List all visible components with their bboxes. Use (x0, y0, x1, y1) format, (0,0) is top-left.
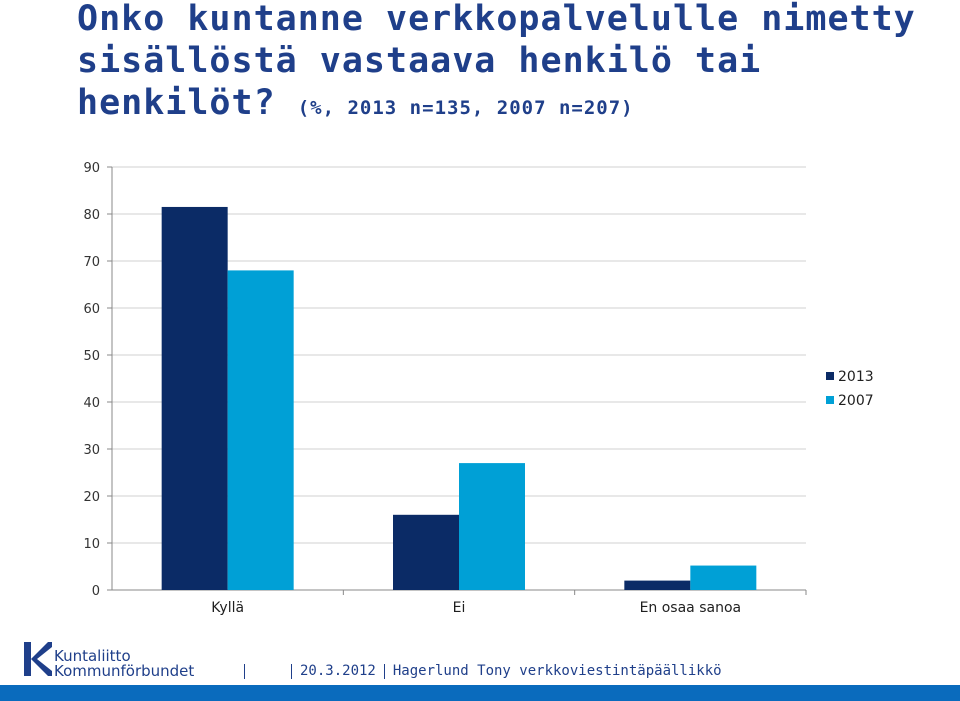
bar-2007-En osaa sanoa (690, 565, 757, 590)
footer-bar (0, 685, 960, 701)
bar-2013-Ei (393, 514, 459, 590)
x-tick-label: En osaa sanoa (640, 600, 742, 616)
bar-2013-Kyllä (161, 206, 228, 590)
legend-swatch-2013 (826, 372, 834, 380)
chart-title: Onko kuntanne verkkopalvelulle nimetty s… (77, 0, 947, 129)
y-tick-label: 80 (83, 208, 100, 223)
footer-separator (244, 663, 245, 679)
tick-labels: 0 10 20 30 40 50 60 70 80 90 Kyllä Ei En osaa sanoa (83, 161, 741, 616)
y-tick-label: 70 (83, 255, 100, 270)
legend-label-2013: 2013 (838, 369, 874, 385)
y-tick-label: 50 (83, 349, 100, 364)
legend-swatch-2007 (826, 396, 834, 404)
logo-line-1: Kuntaliitto (54, 647, 131, 665)
footer-author: Hagerlund Tony verkkoviestintäpäällikkö (392, 663, 722, 679)
y-tick-label: 0 (92, 584, 100, 599)
bars (161, 206, 757, 590)
bar-2013-En osaa sanoa (624, 580, 691, 590)
logo-mark-icon (24, 642, 52, 676)
footer-date: 20.3.2012 (300, 663, 376, 679)
bar-2007-Kyllä (227, 270, 294, 590)
footer-separator (383, 663, 385, 679)
y-tick-label: 90 (83, 161, 100, 176)
footer-separator (291, 663, 292, 679)
chart-subtitle: (%, 2013 n=135, 2007 n=207) (297, 97, 634, 119)
y-tick-label: 30 (83, 443, 100, 458)
x-tick-label: Kyllä (211, 600, 244, 616)
y-tick-label: 40 (83, 396, 100, 411)
x-tick-label: Ei (453, 600, 466, 616)
logo-line-2: Kommunförbundet (54, 662, 195, 680)
bar-2007-Ei (459, 463, 525, 590)
y-tick-label: 10 (83, 537, 100, 552)
kuntaliitto-logo: Kuntaliitto Kommunförbundet (22, 638, 222, 680)
footer: 20.3.2012 Hagerlund Tony verkkoviestintäp… (236, 663, 722, 681)
legend: 2013 2007 (826, 369, 874, 409)
y-tick-label: 20 (83, 490, 100, 505)
y-tick-label: 60 (83, 302, 100, 317)
chart-title-main: Onko kuntanne verkkopalvelulle nimetty s… (77, 0, 916, 123)
legend-label-2007: 2007 (838, 393, 874, 409)
